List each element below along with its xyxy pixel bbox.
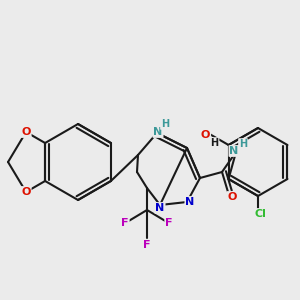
Text: O: O — [21, 127, 31, 137]
Text: O: O — [201, 130, 210, 140]
Text: O: O — [227, 192, 237, 202]
Text: O: O — [21, 187, 31, 197]
Text: N: N — [185, 197, 195, 207]
Text: F: F — [143, 240, 151, 250]
Text: N: N — [153, 127, 163, 137]
Text: F: F — [121, 218, 129, 228]
Text: H: H — [210, 138, 219, 148]
Text: H: H — [239, 139, 247, 149]
Text: N: N — [230, 146, 238, 156]
Text: H: H — [161, 119, 169, 129]
Text: F: F — [165, 218, 173, 228]
Text: N: N — [155, 203, 165, 213]
Text: Cl: Cl — [254, 209, 266, 219]
